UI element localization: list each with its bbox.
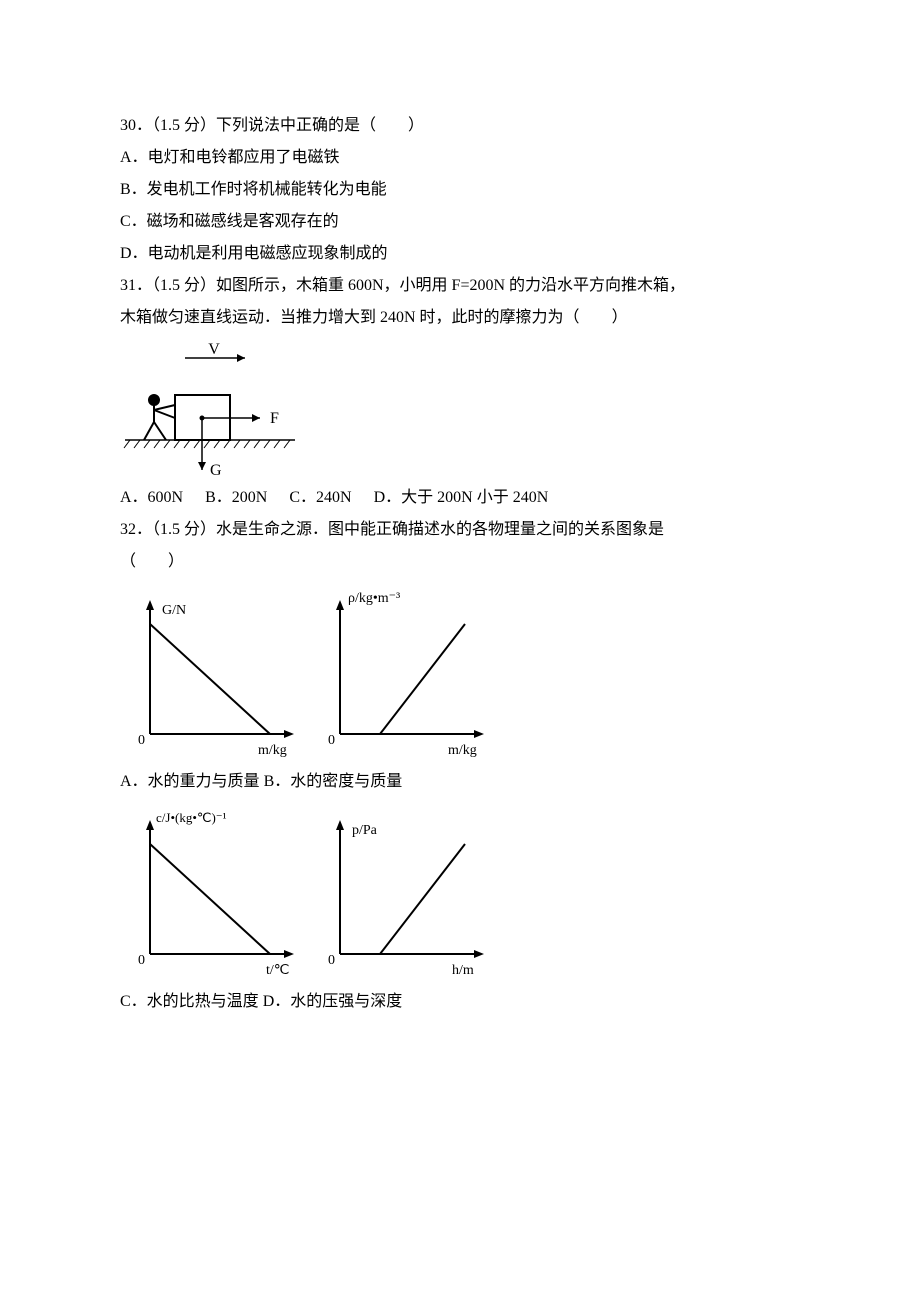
q32-b-xlabel: m/kg	[448, 743, 477, 758]
q31-option-d: D．大于 200N 小于 240N	[374, 482, 549, 514]
q31-label-g: G	[210, 462, 222, 479]
q32-option-d-label: D．水的压强与深度	[263, 993, 403, 1010]
q30-option-c: C．磁场和磁感线是客观存在的	[120, 206, 800, 238]
q32-d-xlabel: h/m	[452, 963, 474, 978]
q32-stem-line2-suffix: ）	[168, 553, 184, 570]
q30-option-d: D．电动机是利用电磁感应现象制成的	[120, 238, 800, 270]
q32-option-b-label: B．水的密度与质量	[264, 773, 403, 790]
q32-row2-labels: C．水的比热与温度 D．水的压强与深度	[120, 986, 800, 1018]
q32-c-xlabel: t/℃	[266, 963, 290, 978]
q32-option-a-label: A．水的重力与质量	[120, 773, 260, 790]
q32-stem-line2: （ ）	[120, 546, 800, 578]
q31-option-b: B．200N	[205, 482, 267, 514]
q31-label-f: F	[270, 410, 279, 427]
q31-stem-line2-text: 木箱做匀速直线运动．当推力增大到 240N 时，此时的摩擦力为（	[120, 309, 580, 326]
q30-stem-prefix: 30．（1.5 分）下列说法中正确的是（	[120, 117, 376, 134]
q32-row1-labels: A．水的重力与质量 B．水的密度与质量	[120, 766, 800, 798]
q32-a-origin: 0	[138, 733, 145, 748]
q31-option-a: A．600N	[120, 482, 183, 514]
q32-b-origin: 0	[328, 733, 335, 748]
q32-d-ylabel: p/Pa	[352, 823, 378, 838]
q32-option-c-label: C．水的比热与温度	[120, 993, 259, 1010]
q32-stem-line1: 32．（1.5 分）水是生命之源．图中能正确描述水的各物理量之间的关系图象是	[120, 514, 800, 546]
q32-a-ylabel: G/N	[162, 603, 186, 618]
q31-option-c: C．240N	[289, 482, 351, 514]
q32-charts-row2: 0 c/J•(kg•℃)⁻¹ t/℃ 0 p/Pa h/m	[120, 804, 800, 984]
q32-a-xlabel: m/kg	[258, 743, 287, 758]
q31-stem-line1: 31．（1.5 分）如图所示，木箱重 600N，小明用 F=200N 的力沿水平…	[120, 270, 800, 302]
exam-page: 30．（1.5 分）下列说法中正确的是（ ） A．电灯和电铃都应用了电磁铁 B．…	[0, 0, 920, 1302]
q31-stem-line2: 木箱做匀速直线运动．当推力增大到 240N 时，此时的摩擦力为（ ）	[120, 302, 800, 334]
q31-diagram: V F G	[120, 340, 800, 480]
q30-stem-suffix: ）	[408, 117, 424, 134]
q31-stem-suffix: ）	[612, 309, 628, 326]
q32-b-ylabel: ρ/kg•m⁻³	[348, 591, 400, 606]
q32-c-origin: 0	[138, 953, 145, 968]
q32-stem-line2-prefix: （	[120, 553, 136, 570]
q30-stem: 30．（1.5 分）下列说法中正确的是（ ）	[120, 110, 800, 142]
q30-option-a: A．电灯和电铃都应用了电磁铁	[120, 142, 800, 174]
q32-charts-row1: 0 G/N m/kg 0 ρ/kg•m⁻³ m/kg	[120, 584, 800, 764]
q31-options: A．600N B．200N C．240N D．大于 200N 小于 240N	[120, 482, 800, 514]
q32-c-ylabel: c/J•(kg•℃)⁻¹	[156, 810, 227, 825]
q32-d-origin: 0	[328, 953, 335, 968]
q30-option-b: B．发电机工作时将机械能转化为电能	[120, 174, 800, 206]
q31-label-v: V	[208, 341, 220, 358]
